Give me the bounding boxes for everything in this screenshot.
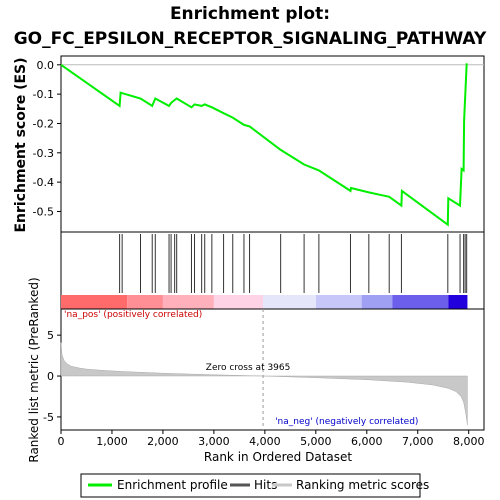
color-bar-segment xyxy=(214,295,263,309)
color-bar-segment xyxy=(263,295,316,309)
x-tick-label: 4,000 xyxy=(249,435,281,448)
color-bar-segment xyxy=(61,295,127,309)
x-tick-label: 3,000 xyxy=(198,435,230,448)
positive-correlation-label: 'na_pos' (positively correlated) xyxy=(64,310,202,320)
color-bar-segment xyxy=(392,295,448,309)
top-y-tick-label: -0.2 xyxy=(33,117,54,130)
x-tick-label: 6,000 xyxy=(351,435,383,448)
top-y-axis-label: Enrichment score (ES) xyxy=(13,57,29,232)
chart-title-line1: Enrichment plot: xyxy=(170,4,330,24)
legend: Enrichment profile Hits Ranking metric s… xyxy=(81,474,429,497)
bottom-y-axis-label: Ranked list metric (PreRanked) xyxy=(27,277,41,462)
legend-label-enrichment-profile: Enrichment profile xyxy=(117,478,228,492)
color-bar-segment xyxy=(362,295,393,309)
x-tick-label: 1,000 xyxy=(96,435,128,448)
top-y-tick-label: -0.5 xyxy=(33,205,54,218)
x-tick-label: 5,000 xyxy=(300,435,332,448)
color-bar-segment xyxy=(448,295,467,309)
x-tick-label: 0 xyxy=(58,435,65,448)
legend-label-ranking-metric-scores: Ranking metric scores xyxy=(296,478,429,492)
enrichment-score-panel: 0.0 -0.1 -0.2 -0.3 -0.4 -0.5 Enrichment score… xyxy=(13,56,484,233)
color-bar-segment xyxy=(163,295,214,309)
color-bar-segment xyxy=(316,295,362,309)
bottom-x-ticks: 0 1,000 2,000 3,000 4,000 5,000 6,000 7,000 8,00… xyxy=(58,430,485,448)
hits-panel xyxy=(61,232,484,309)
x-tick-label: 7,000 xyxy=(402,435,434,448)
bottom-y-tick-label: 5 xyxy=(47,329,54,342)
bottom-y-ticks: 5 0 -5 xyxy=(43,329,61,424)
color-bar-segment xyxy=(127,295,163,309)
negative-correlation-label: 'na_neg' (negatively correlated) xyxy=(275,417,418,427)
bottom-y-tick-label: 0 xyxy=(47,370,54,383)
top-y-tick-label: -0.1 xyxy=(33,88,54,101)
top-y-ticks: 0.0 -0.1 -0.2 -0.3 -0.4 -0.5 xyxy=(33,59,61,219)
bottom-y-tick-label: -5 xyxy=(43,411,54,424)
top-y-tick-label: -0.4 xyxy=(33,176,54,189)
zero-cross-label: Zero cross at 3965 xyxy=(206,363,291,373)
ranking-color-bar xyxy=(61,295,467,309)
x-tick-label: 8,000 xyxy=(453,435,485,448)
chart-title-line2: GO_FC_EPSILON_RECEPTOR_SIGNALING_PATHWAY xyxy=(14,29,487,49)
top-y-tick-label: -0.3 xyxy=(33,147,54,160)
x-axis-label: Rank in Ordered Dataset xyxy=(204,450,352,464)
x-tick-label: 2,000 xyxy=(147,435,179,448)
top-y-tick-label: 0.0 xyxy=(37,59,55,72)
